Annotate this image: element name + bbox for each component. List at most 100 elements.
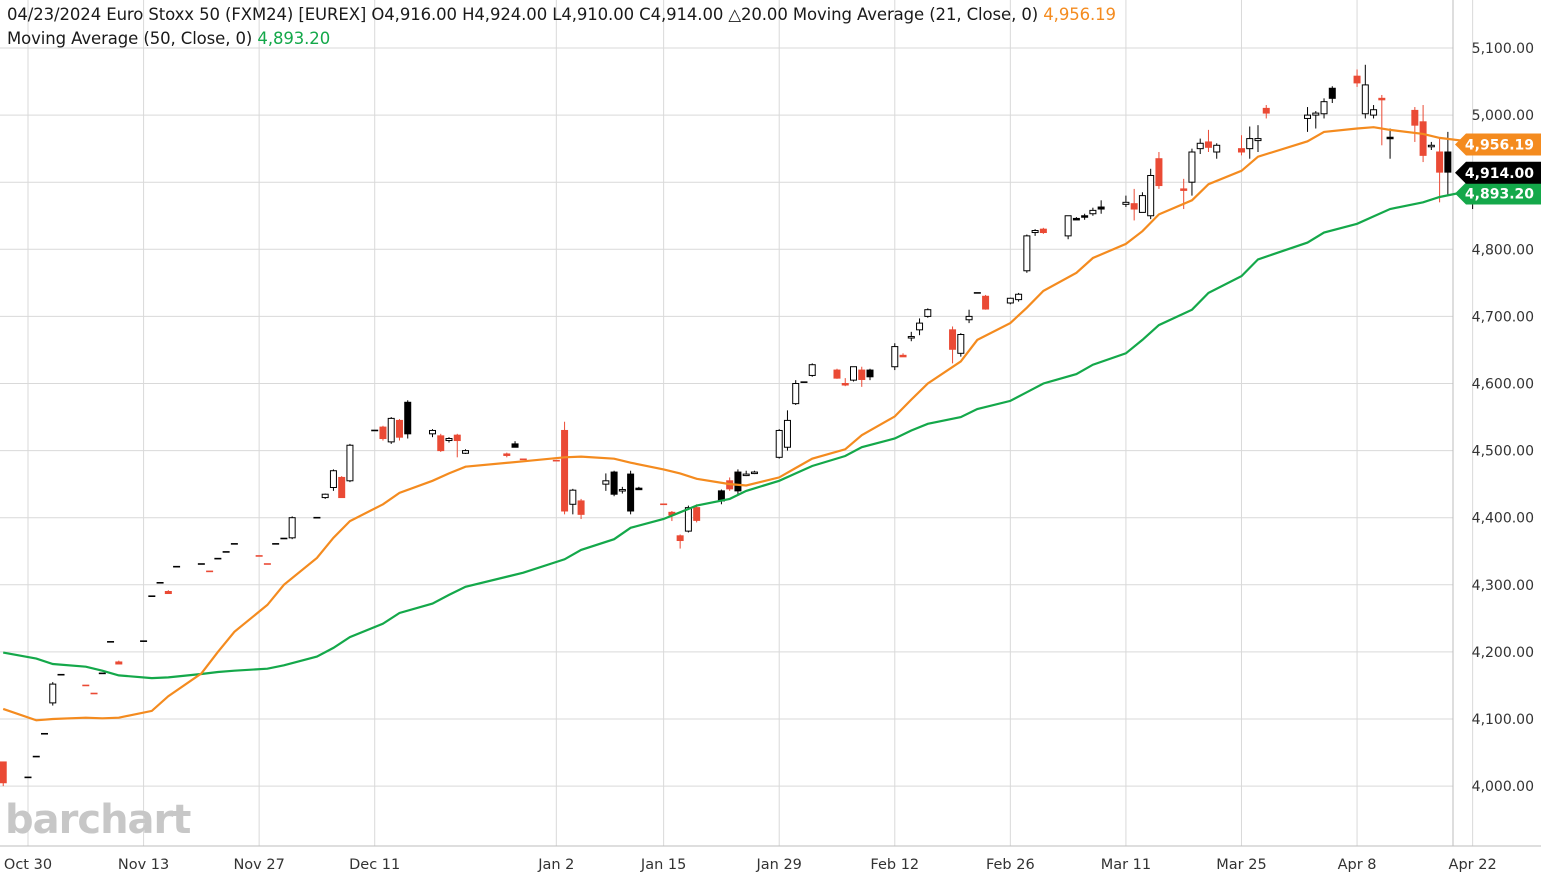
candle-body [866, 369, 874, 378]
candle[interactable] [1155, 152, 1163, 189]
candle[interactable] [866, 368, 874, 381]
candle-body [693, 507, 701, 521]
candle-body [1304, 114, 1312, 119]
candle[interactable] [1444, 131, 1452, 196]
candle[interactable] [561, 421, 569, 515]
candle[interactable] [734, 469, 742, 495]
candle[interactable] [1122, 195, 1130, 208]
candle[interactable] [808, 363, 816, 377]
candle[interactable] [395, 419, 403, 441]
candle[interactable] [916, 318, 924, 336]
candle[interactable] [618, 486, 626, 494]
candle[interactable] [1411, 107, 1419, 142]
candle[interactable] [1006, 297, 1014, 305]
candle[interactable] [428, 429, 436, 438]
header-ohlc-text: 04/23/2024 Euro Stoxx 50 (FXM24) [EUREX]… [7, 5, 1039, 24]
candle[interactable] [1304, 107, 1312, 132]
candle[interactable] [742, 470, 750, 477]
candle[interactable] [982, 294, 990, 310]
candle[interactable] [858, 366, 866, 387]
candle[interactable] [1237, 135, 1245, 156]
candle[interactable] [1188, 148, 1196, 196]
candle[interactable] [1072, 217, 1080, 221]
candle[interactable] [635, 486, 643, 491]
candle[interactable] [1312, 111, 1320, 129]
candle-body [1147, 174, 1155, 217]
candle[interactable] [1328, 86, 1336, 104]
candle[interactable] [1097, 200, 1105, 214]
candle[interactable] [338, 476, 346, 499]
candle[interactable] [1147, 168, 1155, 220]
candle-body [1188, 151, 1196, 183]
candle-body [1436, 151, 1444, 173]
candle[interactable] [1320, 98, 1328, 119]
candle[interactable] [346, 443, 354, 483]
candle[interactable] [379, 425, 387, 441]
candle[interactable] [965, 309, 973, 324]
candle[interactable] [1023, 234, 1031, 273]
candle[interactable] [1254, 125, 1262, 153]
candle[interactable] [1386, 128, 1394, 159]
candle[interactable] [750, 470, 758, 475]
candle[interactable] [437, 433, 445, 452]
candle[interactable] [1138, 192, 1146, 213]
candle[interactable] [1015, 292, 1023, 302]
candle[interactable] [453, 433, 461, 458]
candle[interactable] [676, 534, 684, 549]
candle[interactable] [833, 368, 841, 379]
x-tick-label: Feb 12 [870, 857, 919, 873]
candle[interactable] [1378, 94, 1386, 146]
candle[interactable] [1262, 105, 1270, 119]
candle-body [1213, 144, 1221, 153]
candle[interactable] [1031, 229, 1039, 236]
candle[interactable] [949, 326, 957, 364]
candle[interactable] [288, 516, 296, 540]
candle[interactable] [329, 469, 337, 491]
candle[interactable] [783, 410, 791, 451]
candle[interactable] [891, 343, 899, 371]
candle-body [1006, 297, 1014, 304]
candle[interactable] [164, 590, 172, 595]
candle[interactable] [503, 452, 511, 458]
candle[interactable] [693, 504, 701, 523]
candle[interactable] [899, 353, 907, 358]
candle[interactable] [1213, 143, 1221, 159]
candle[interactable] [511, 441, 519, 448]
candle[interactable] [850, 366, 857, 382]
candle[interactable] [1130, 188, 1138, 221]
candle[interactable] [792, 380, 800, 405]
candle[interactable] [1427, 141, 1435, 150]
candle[interactable] [1361, 64, 1369, 119]
candle[interactable] [321, 493, 329, 499]
candle[interactable] [627, 470, 635, 515]
candle[interactable] [1039, 227, 1047, 234]
candle[interactable] [1064, 215, 1072, 240]
candle[interactable] [841, 378, 849, 387]
y-tick-label: 4,700.00 [1472, 309, 1534, 325]
candle[interactable] [775, 429, 783, 459]
candle[interactable] [1204, 129, 1212, 153]
candle[interactable] [462, 449, 470, 454]
candle[interactable] [957, 333, 965, 357]
candle[interactable] [445, 437, 453, 443]
candle[interactable] [1436, 138, 1444, 203]
candle[interactable] [924, 308, 932, 318]
candle[interactable] [1081, 213, 1089, 220]
candle[interactable] [577, 498, 585, 520]
candle[interactable] [1370, 105, 1378, 119]
candle[interactable] [1196, 138, 1204, 155]
candle[interactable] [115, 660, 123, 665]
candle[interactable] [404, 400, 412, 439]
candle[interactable] [1353, 69, 1361, 87]
candle[interactable] [0, 761, 7, 787]
candle[interactable] [1089, 207, 1097, 216]
candle[interactable] [569, 488, 577, 515]
candle[interactable] [49, 682, 57, 706]
candle[interactable] [602, 473, 610, 491]
candle[interactable] [1246, 126, 1254, 159]
candle[interactable] [610, 470, 618, 497]
candle[interactable] [907, 331, 915, 342]
candle[interactable] [387, 417, 395, 444]
